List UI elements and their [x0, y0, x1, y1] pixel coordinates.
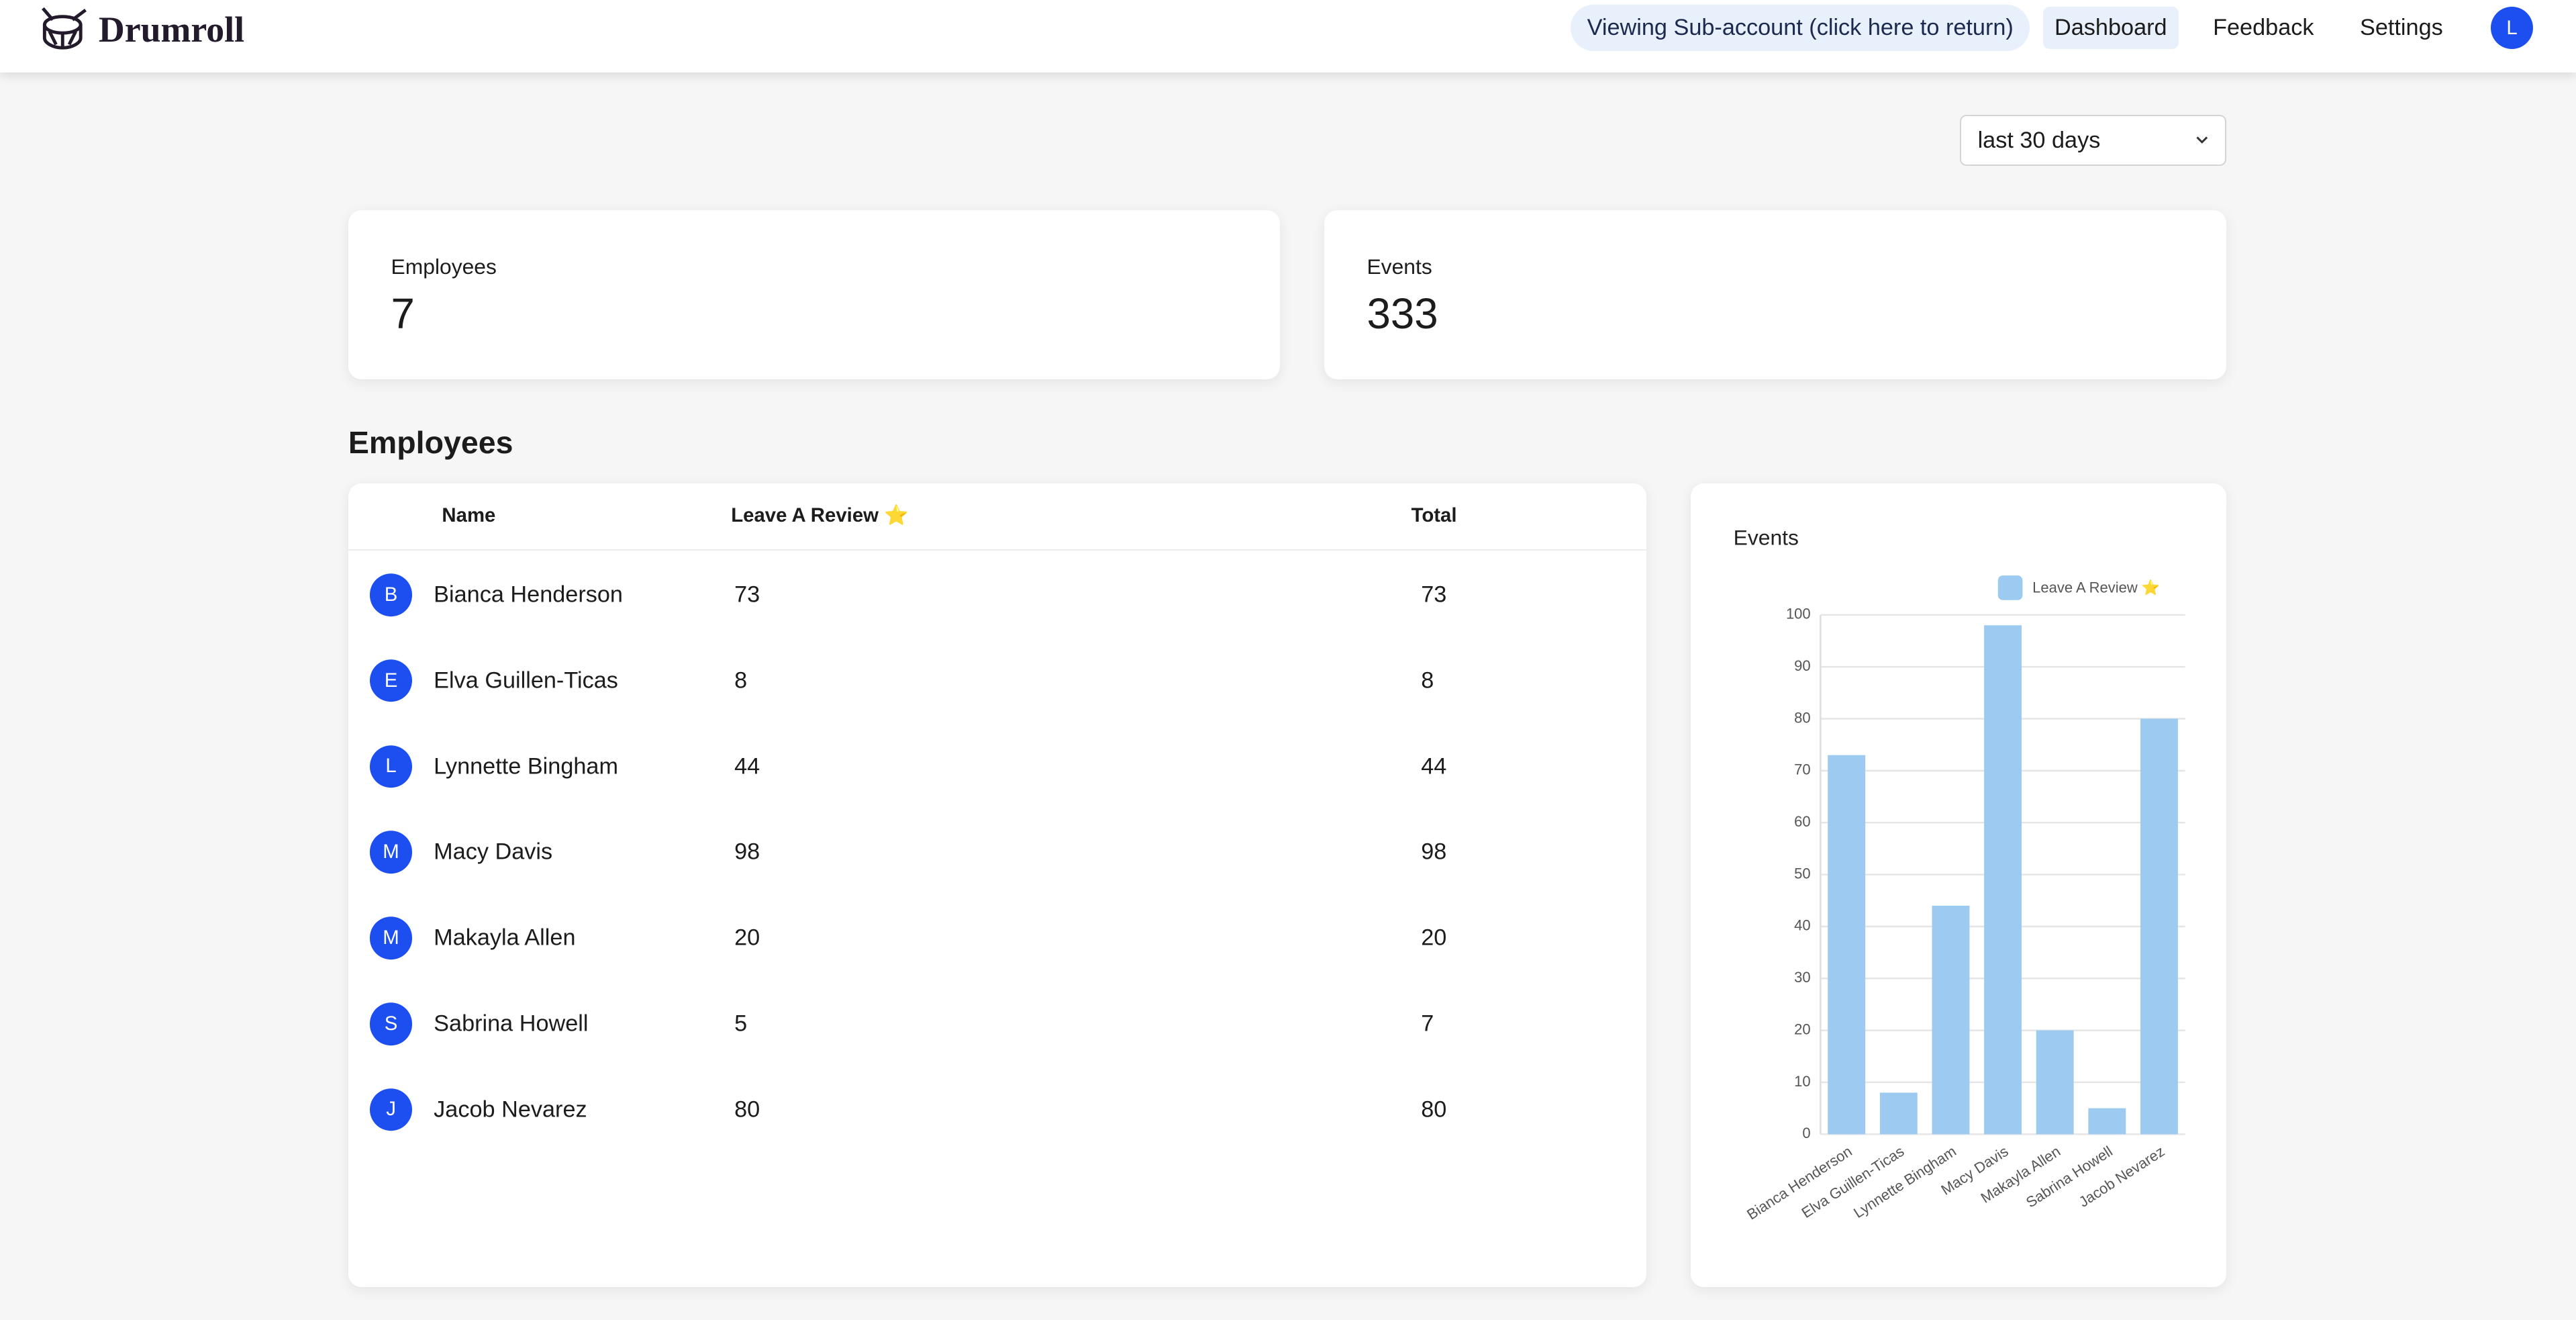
employee-name: Jacob Nevarez — [434, 1096, 587, 1123]
user-avatar[interactable]: L — [2490, 6, 2534, 50]
y-tick-label: 100 — [1786, 605, 1811, 622]
review-count: 73 — [734, 581, 760, 608]
employee-name: Bianca Henderson — [434, 581, 623, 608]
review-count: 80 — [734, 1096, 760, 1123]
brand[interactable]: Drumroll — [40, 7, 244, 53]
employee-avatar: S — [369, 1002, 413, 1045]
employee-avatar: L — [369, 745, 413, 788]
y-tick-label: 30 — [1794, 969, 1811, 986]
employee-name: Elva Guillen-Ticas — [434, 667, 618, 694]
y-tick-label: 80 — [1794, 709, 1811, 726]
y-tick-label: 40 — [1794, 916, 1811, 933]
bar — [1879, 1092, 1918, 1134]
review-count: 98 — [734, 839, 760, 865]
table-row: E Elva Guillen-Ticas 8 8 — [348, 638, 1646, 723]
y-tick-label: 70 — [1794, 761, 1811, 777]
bar — [2036, 1030, 2074, 1134]
section-title: Employees — [348, 424, 513, 460]
y-tick-label: 60 — [1794, 813, 1811, 830]
total-count: 73 — [1421, 581, 1447, 608]
filter-value: last 30 days — [1977, 127, 2101, 153]
review-count: 8 — [734, 667, 748, 694]
employee-avatar: M — [369, 831, 413, 874]
employee-name: Macy Davis — [434, 839, 553, 865]
date-filter[interactable]: last 30 days — [1960, 115, 2226, 167]
employee-avatar: J — [369, 1088, 413, 1131]
legend-label: Leave A Review ⭐ — [2032, 579, 2160, 596]
nav-links: Viewing Sub-account (click here to retur… — [1571, 5, 2534, 51]
stat-card: Events 333 — [1324, 210, 2226, 380]
review-count: 5 — [734, 1010, 748, 1037]
bar — [1827, 755, 1865, 1134]
table-row: J Jacob Nevarez 80 80 — [348, 1067, 1646, 1152]
chevron — [2195, 136, 2208, 144]
employee-avatar: E — [369, 659, 413, 702]
total-count: 80 — [1421, 1096, 1447, 1123]
navbar: Drumroll Viewing Sub-account (click here… — [0, 0, 2576, 73]
column-header: Total — [1411, 504, 1457, 527]
stat-label: Employees — [391, 254, 497, 279]
y-tick-label: 50 — [1794, 865, 1811, 882]
table-row: M Macy Davis 98 98 — [348, 810, 1646, 895]
y-tick-label: 10 — [1794, 1072, 1811, 1089]
bar — [2140, 718, 2178, 1134]
nav-link[interactable]: Feedback — [2213, 15, 2314, 40]
stat-label: Events — [1367, 254, 1432, 279]
chart-card: Events 0 10 20 30 40 50 60 70 80 90 100 Leave A Rev… — [1690, 483, 2226, 1287]
nav-link[interactable]: Dashboard — [2042, 6, 2179, 50]
bar — [1932, 905, 1970, 1134]
y-tick-label: 90 — [1794, 657, 1811, 674]
table-row: S Sabrina Howell 5 7 — [348, 981, 1646, 1066]
total-count: 7 — [1421, 1010, 1434, 1037]
nav-link[interactable]: Settings — [2360, 15, 2443, 40]
table-row: L Lynnette Bingham 44 44 — [348, 724, 1646, 809]
employee-name: Sabrina Howell — [434, 1010, 589, 1037]
y-tick-label: 20 — [1794, 1021, 1811, 1037]
employee-avatar: B — [369, 573, 413, 616]
logo — [41, 7, 87, 50]
total-count: 8 — [1421, 667, 1434, 694]
column-header: Name — [442, 504, 496, 527]
y-tick-label: 0 — [1802, 1125, 1810, 1141]
employee-table: Name Leave A Review ⭐ Total B Bianca Hend… — [348, 483, 1646, 1287]
employee-name: Lynnette Bingham — [434, 753, 618, 780]
chart-title: Events — [1733, 525, 1798, 549]
bar — [1983, 624, 2022, 1134]
review-count: 44 — [734, 753, 760, 780]
employee-avatar: M — [369, 916, 413, 959]
total-count: 98 — [1421, 839, 1447, 865]
total-count: 44 — [1421, 753, 1447, 780]
stat-card: Employees 7 — [348, 210, 1280, 380]
table-row: B Bianca Henderson 73 73 — [348, 552, 1646, 637]
employee-name: Makayla Allen — [434, 925, 576, 951]
subaccount-link[interactable]: Viewing Sub-account (click here to retur… — [1571, 5, 2030, 51]
review-count: 20 — [734, 925, 760, 951]
column-header: Leave A Review ⭐ — [731, 504, 909, 527]
stat-value: 333 — [1367, 289, 1438, 338]
brand-name: Drumroll — [98, 9, 245, 50]
legend-swatch — [1997, 575, 2023, 600]
total-count: 20 — [1421, 925, 1447, 951]
table-row: M Makayla Allen 20 20 — [348, 895, 1646, 980]
bar — [2088, 1108, 2126, 1134]
stat-value: 7 — [391, 289, 415, 338]
chart: Events 0 10 20 30 40 50 60 70 80 90 100 Leave A Rev… — [1733, 525, 2185, 1223]
header-divider — [348, 549, 1646, 551]
